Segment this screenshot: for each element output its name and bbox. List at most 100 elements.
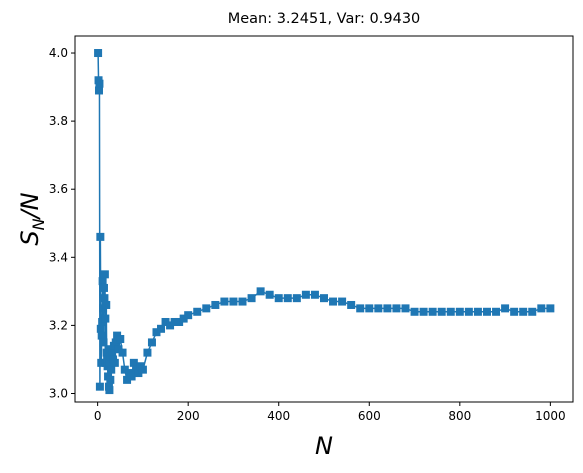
data-point <box>229 297 238 306</box>
x-tick-label: 800 <box>448 409 471 423</box>
data-point <box>184 311 193 320</box>
data-point <box>383 304 392 313</box>
y-tick-label: 3.2 <box>49 318 68 332</box>
data-point <box>96 324 105 333</box>
data-point <box>211 300 220 309</box>
plot-area <box>94 49 555 395</box>
data-point <box>110 358 119 367</box>
x-tick-label: 600 <box>358 409 381 423</box>
data-point <box>455 307 464 316</box>
data-point <box>274 294 283 303</box>
data-point <box>98 277 107 286</box>
data-point <box>147 338 156 347</box>
data-point <box>265 290 274 299</box>
data-point <box>106 375 115 384</box>
x-tick-label: 0 <box>94 409 102 423</box>
data-point <box>94 86 103 95</box>
data-point <box>143 348 152 357</box>
x-axis-label: N <box>315 432 333 460</box>
data-point <box>111 338 120 347</box>
data-point <box>97 331 106 340</box>
data-point <box>247 294 256 303</box>
data-point <box>501 304 510 313</box>
data-point <box>320 294 328 303</box>
data-point <box>347 300 356 309</box>
data-point <box>202 304 211 313</box>
data-point <box>166 321 175 330</box>
data-point <box>392 304 401 313</box>
y-axis-label: SN/N <box>16 192 48 245</box>
x-tick-label: 1000 <box>535 409 566 423</box>
data-point <box>157 324 166 333</box>
chart-title: Mean: 3.2451, Var: 0.9430 <box>228 11 421 27</box>
data-point <box>546 304 555 313</box>
data-point <box>108 348 117 357</box>
data-point <box>482 307 491 316</box>
y-tick-label: 3.4 <box>49 250 68 264</box>
data-point <box>356 304 365 313</box>
data-point <box>96 232 105 241</box>
y-tick-label: 3.0 <box>49 386 68 400</box>
data-point <box>161 317 170 326</box>
x-tick-label: 400 <box>267 409 290 423</box>
y-tick-label: 3.6 <box>49 182 68 196</box>
data-point <box>528 307 537 316</box>
data-point <box>123 375 132 384</box>
x-tick-label: 200 <box>177 409 200 423</box>
y-tick-label: 3.8 <box>49 114 68 128</box>
data-point <box>519 307 528 316</box>
data-point <box>99 283 108 292</box>
data-point <box>329 297 338 306</box>
data-point <box>292 294 301 303</box>
data-point <box>510 307 519 316</box>
data-point <box>283 294 292 303</box>
y-axis-label-rest: /N <box>16 192 44 220</box>
data-point <box>401 304 410 313</box>
data-point <box>374 304 383 313</box>
data-point <box>127 372 136 381</box>
data-point <box>537 304 546 313</box>
data-point <box>193 307 202 316</box>
data-point <box>464 307 473 316</box>
data-point <box>365 304 374 313</box>
data-point <box>175 317 184 326</box>
data-point <box>116 335 125 344</box>
y-tick-label: 4.0 <box>49 46 68 60</box>
data-point <box>120 365 129 374</box>
data-point <box>419 307 428 316</box>
data-point <box>428 307 437 316</box>
data-point <box>338 297 347 306</box>
data-point <box>492 307 501 316</box>
data-point <box>114 345 123 354</box>
axes-frame <box>74 35 574 403</box>
data-point <box>101 314 110 323</box>
data-point <box>256 287 265 296</box>
data-point <box>410 307 419 316</box>
data-point <box>301 290 310 299</box>
data-point <box>102 300 111 309</box>
data-point <box>134 369 143 378</box>
data-point <box>95 79 104 88</box>
data-point <box>152 328 161 337</box>
data-point <box>310 290 319 299</box>
data-point <box>473 307 482 316</box>
data-point <box>179 314 188 323</box>
data-point <box>437 307 446 316</box>
data-point <box>100 270 109 279</box>
data-point <box>446 307 455 316</box>
y-axis-label-subscript: N <box>29 218 48 230</box>
data-point <box>220 297 229 306</box>
data-point <box>97 358 106 367</box>
data-point <box>100 294 109 303</box>
data-point <box>170 317 179 326</box>
data-point <box>129 358 138 367</box>
data-point <box>99 338 108 347</box>
data-point <box>138 365 147 374</box>
data-point <box>238 297 247 306</box>
data-point <box>105 386 114 395</box>
data-point <box>118 348 127 357</box>
data-point <box>95 382 104 391</box>
